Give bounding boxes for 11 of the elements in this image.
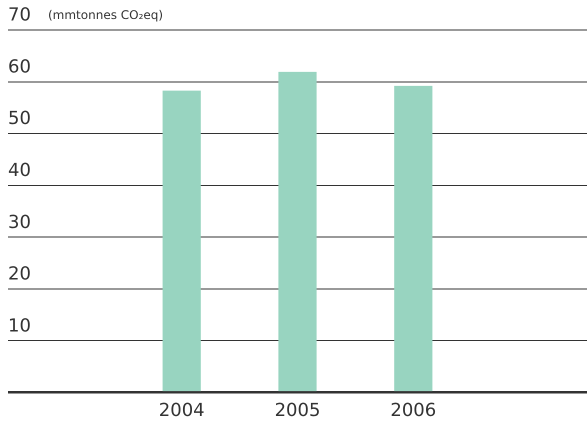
y-tick-label: 60 — [8, 56, 31, 78]
x-tick-label: 2005 — [274, 400, 320, 421]
y-tick-label: 40 — [8, 160, 31, 181]
y-tick-label: 10 — [8, 315, 31, 336]
y-axis-title: (mmtonnes CO₂eq) — [48, 8, 164, 22]
y-tick-label: 50 — [8, 108, 31, 130]
x-tick-label: 2006 — [390, 400, 436, 421]
y-tick-label: 20 — [8, 264, 31, 285]
y-tick-label: 70 — [8, 4, 31, 26]
y-tick-label: 30 — [8, 212, 31, 233]
x-tick-label: 2004 — [158, 400, 205, 421]
